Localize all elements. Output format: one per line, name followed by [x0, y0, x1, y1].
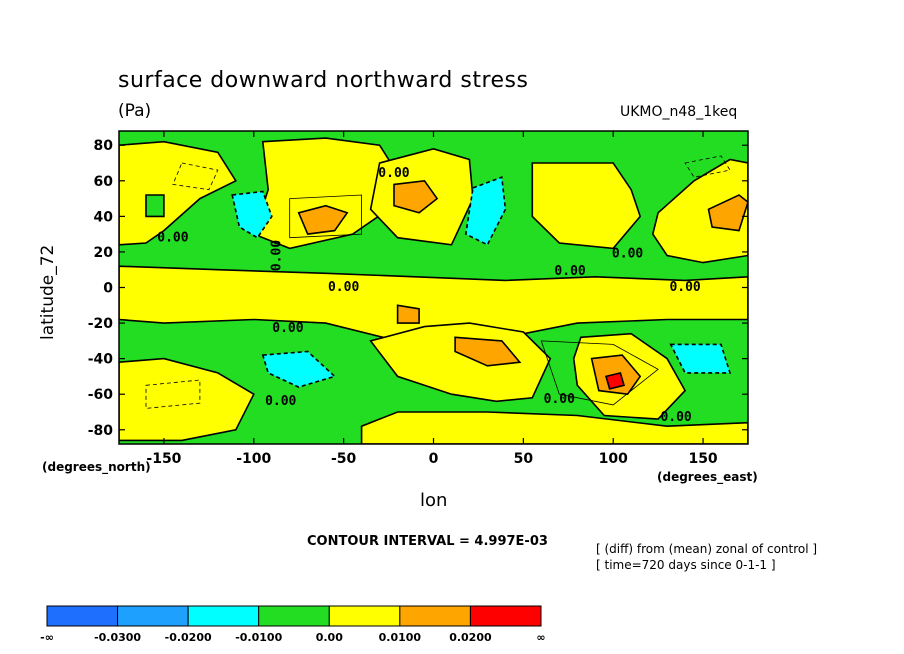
region-min-south-pacific	[261, 350, 337, 388]
contour-solid-1	[289, 194, 362, 239]
region-positive-south-atlantic	[369, 322, 552, 403]
y-tick-label--80: -80	[88, 423, 114, 439]
y-tick-label-20: 20	[94, 245, 114, 261]
x-tick-label--150: -150	[146, 451, 181, 467]
contour-label-7: 0.00	[270, 240, 285, 271]
colorbar-swatch-2	[187, 605, 260, 627]
contour-label-4: 0.00	[612, 246, 643, 261]
x-tick-label-0: 0	[429, 451, 439, 467]
x-axis-label: lon	[420, 490, 448, 511]
region-min-south-east	[669, 343, 732, 374]
y-tick-label--40: -40	[88, 352, 114, 368]
y-tick-label--60: -60	[88, 387, 114, 403]
y-tick-label-40: 40	[94, 209, 114, 225]
contour-label-6: 0.00	[272, 321, 303, 336]
contour-label-5: 0.00	[669, 280, 700, 295]
colorbar-swatch-6	[469, 605, 542, 627]
region-strong-europe	[393, 179, 439, 214]
y-tick-label--20: -20	[88, 316, 114, 332]
contour-label-1: 0.00	[157, 230, 188, 245]
y-tick-label-0: 0	[103, 281, 113, 297]
region-positive-sw	[119, 357, 255, 442]
contour-label-3: 0.00	[554, 264, 585, 279]
x-tick-label-150: 150	[688, 451, 717, 467]
region-positive-equatorial	[119, 265, 748, 342]
contour-label-0: 0.00	[378, 166, 409, 181]
units-label: (Pa)	[118, 101, 152, 121]
region-strong-south-atlantic	[454, 336, 522, 367]
colorbar-label-2: -0.0200	[165, 631, 212, 644]
x-tick-label--100: -100	[236, 451, 271, 467]
region-positive-ne-pacific	[651, 158, 748, 264]
y-tick-label-80: 80	[94, 138, 114, 154]
colorbar-label-5: 0.0100	[379, 631, 422, 644]
y-tick-label-60: 60	[94, 174, 114, 190]
region-strong-equatorial	[396, 304, 420, 324]
x-unit-label: (degrees_east)	[657, 470, 758, 484]
region-strong-north-atlantic	[297, 204, 349, 235]
contour-fill-group	[119, 131, 748, 444]
region-positive-asia	[531, 162, 642, 250]
contour-label-8: 0.00	[265, 394, 296, 409]
contour-label-2: 0.00	[328, 280, 359, 295]
region-min-asia	[464, 176, 507, 246]
contour-dashed-2	[684, 155, 731, 178]
colorbar-label-4: 0.00	[316, 631, 343, 644]
colorbar-swatch-0	[46, 605, 119, 627]
region-min-north-pacific	[231, 190, 273, 239]
y-unit-label: (degrees_north)	[42, 460, 151, 474]
colorbar-swatch-3	[258, 605, 330, 627]
region-negative-island	[145, 194, 165, 218]
colorbar-swatch-5	[399, 605, 471, 627]
contour-dashed-1	[172, 162, 219, 191]
colorbar-label-7: ∞	[536, 631, 545, 644]
chart-title: surface downward northward stress	[118, 68, 529, 93]
region-positive-nw	[119, 140, 237, 246]
contour-solid-2	[540, 340, 659, 406]
colorbar-label-3: -0.0100	[235, 631, 282, 644]
colorbar-label-1: -0.0300	[94, 631, 141, 644]
note-diff: [ (diff) from (mean) zonal of control ]	[596, 542, 818, 556]
region-max-south-indian	[605, 371, 625, 390]
x-tick-label--50: -50	[331, 451, 357, 467]
contour-interval: CONTOUR INTERVAL = 4.997E-03	[307, 534, 548, 549]
x-tick-label-50: 50	[514, 451, 534, 467]
note-time: [ time=720 days since 0-1-1 ]	[596, 558, 776, 572]
contour-dashed-3	[145, 379, 201, 409]
contour-label-10: 0.00	[660, 410, 691, 425]
colorbar-label-0: -∞	[40, 631, 54, 644]
colorbar-label-6: 0.0200	[449, 631, 492, 644]
x-tick-label-100: 100	[599, 451, 628, 467]
colorbar-swatch-4	[328, 605, 401, 627]
colorbar-swatch-1	[117, 605, 189, 627]
region-positive-south	[360, 411, 748, 444]
contour-label-9: 0.00	[544, 392, 575, 407]
model-label: UKMO_n48_1keq	[620, 104, 738, 120]
